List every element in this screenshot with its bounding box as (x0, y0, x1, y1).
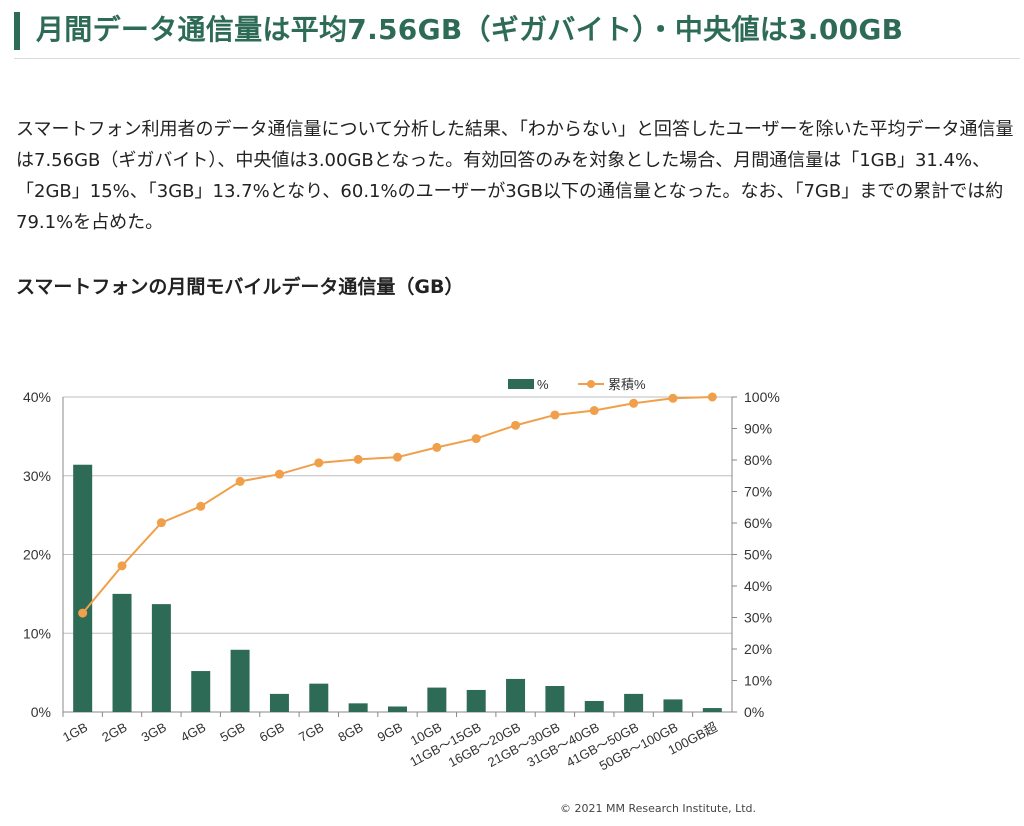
cumulative-point (156, 518, 166, 528)
bar (309, 683, 329, 712)
y-left-tick-label: 30% (23, 468, 51, 484)
cumulative-point (550, 410, 560, 420)
legend-swatch-bar (508, 379, 534, 389)
bar (151, 604, 171, 712)
cumulative-point (314, 458, 324, 468)
y-right-tick-label: 60% (744, 515, 772, 531)
x-tick-label: 1GB (60, 719, 90, 744)
y-right-tick-label: 90% (744, 421, 772, 437)
cumulative-point (629, 398, 639, 408)
bar (466, 689, 486, 712)
cumulative-point (117, 561, 127, 571)
cumulative-point (78, 608, 88, 618)
bar (506, 678, 526, 712)
bar (191, 671, 211, 712)
section-heading: 月間データ通信量は平均7.56GB（ギガバイト）・中央値は3.00GB (14, 6, 1020, 59)
cumulative-point (235, 476, 245, 486)
bar (702, 708, 722, 712)
cumulative-point (274, 469, 284, 479)
bar (584, 700, 604, 712)
bar (269, 693, 289, 712)
cumulative-line (81, 396, 713, 614)
y-left-tick-label: 10% (23, 625, 51, 641)
legend-marker-line (587, 380, 595, 388)
y-left-tick-label: 40% (23, 389, 51, 405)
bar (73, 464, 93, 712)
legend-label-bar: % (537, 377, 549, 392)
y-right-tick-label: 40% (744, 578, 772, 594)
cumulative-point (353, 454, 363, 464)
y-right-tick-label: 0% (744, 704, 764, 720)
y-right-tick-label: 30% (744, 610, 772, 626)
bar (663, 699, 683, 712)
heading-accent-bar (14, 12, 20, 50)
x-tick-label: 4GB (178, 719, 208, 744)
bar (230, 649, 250, 712)
cumulative-point (471, 434, 481, 444)
cumulative-point (196, 501, 206, 511)
cumulative-point (393, 452, 402, 462)
bar (427, 687, 447, 712)
cumulative-point (589, 406, 599, 416)
bar-line-chart: 0% 10% 20% 30% 40% 0% 10% 20% 30% 40% 50% 60% 70% 80%… (23, 377, 780, 773)
legend-label-line: 累積% (608, 377, 646, 392)
y-right-tick-label: 10% (744, 673, 772, 689)
x-tick-label: 3GB (139, 719, 169, 744)
y-left-tick-label: 20% (23, 547, 51, 563)
x-tick-label: 9GB (375, 719, 405, 744)
bar (388, 706, 407, 712)
x-tick-label: 7GB (296, 719, 326, 744)
y-right-tick-label: 50% (744, 547, 772, 563)
cumulative-point (511, 420, 521, 430)
x-tick-label: 2GB (99, 719, 129, 744)
chart-heading: スマートフォンの月間モバイルデータ通信量（GB） (16, 276, 464, 298)
y-right-tick-label: 20% (744, 641, 772, 657)
summary-paragraph: スマートフォン利用者のデータ通信量について分析した結果、「わからない」と回答した… (16, 119, 1014, 233)
bar (545, 686, 565, 712)
cumulative-point (707, 392, 717, 402)
copyright-notice: © 2021 MM Research Institute, Ltd. (560, 802, 757, 815)
y-right-tick-label: 70% (744, 484, 772, 500)
bar (112, 593, 132, 712)
page-title: 月間データ通信量は平均7.56GB（ギガバイト）・中央値は3.00GB (36, 13, 904, 46)
x-tick-label: 6GB (257, 719, 287, 744)
x-tick-label: 8GB (336, 719, 366, 744)
cumulative-point (432, 442, 442, 452)
y-right-tick-label: 80% (744, 452, 772, 468)
y-left-tick-label: 0% (31, 704, 51, 720)
x-tick-label: 5GB (217, 719, 247, 744)
bar (624, 693, 644, 712)
bar (348, 703, 368, 712)
cumulative-point (668, 393, 678, 403)
y-right-tick-label: 100% (744, 389, 780, 405)
